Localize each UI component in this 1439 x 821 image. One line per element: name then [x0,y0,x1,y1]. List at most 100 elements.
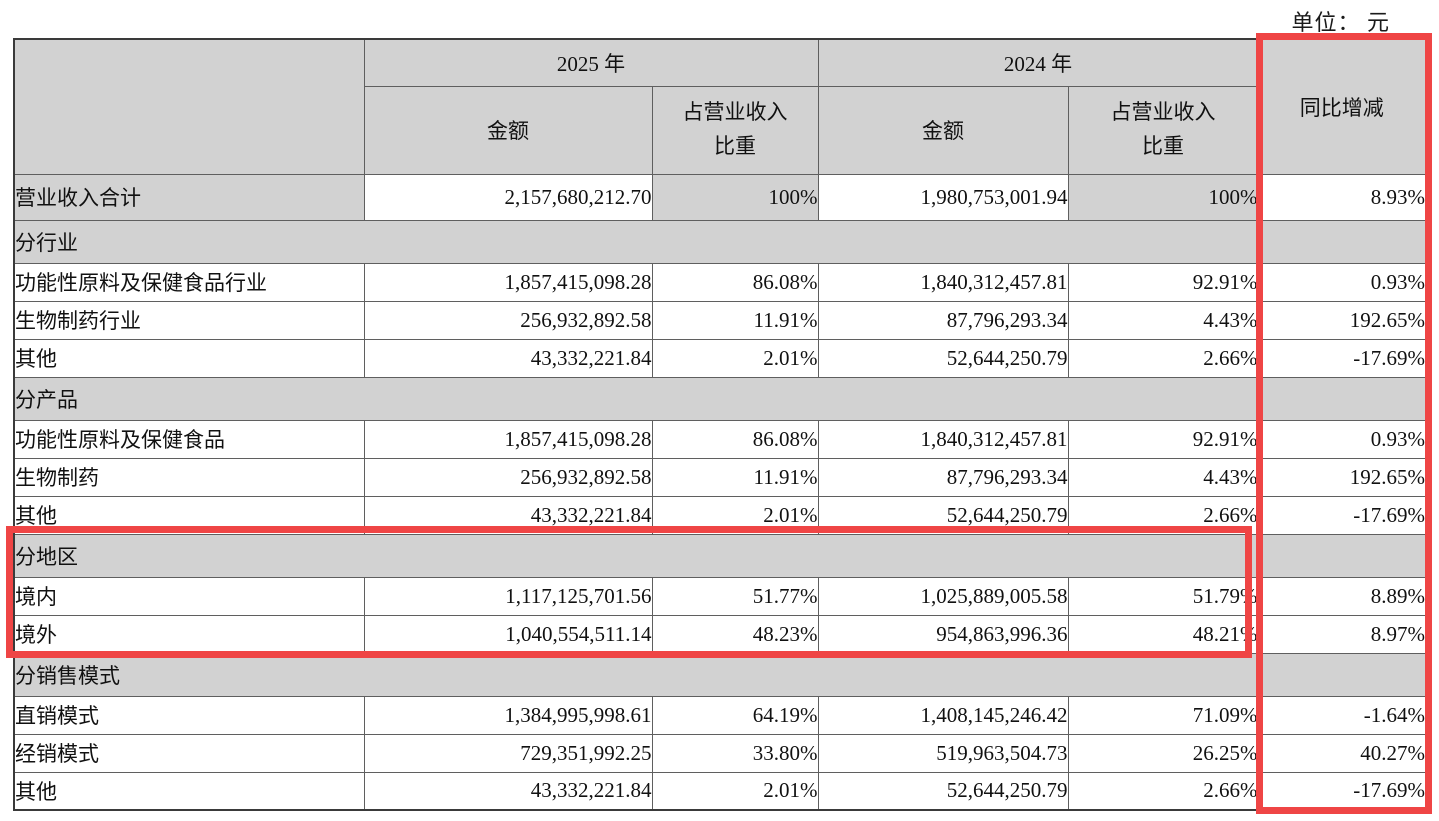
section-label: 分地区 [13,533,1427,578]
table-row: 经销模式 729,351,992.25 33.80% 519,963,504.7… [13,733,1427,773]
yoy-cell: -17.69% [1257,338,1427,378]
amount-2025-cell: 256,932,892.58 [363,300,653,340]
row-label: 境内 [13,576,365,616]
pct-2025-cell: 64.19% [651,695,819,735]
amount-2025-cell: 2,157,680,212.70 [363,173,653,221]
yoy-cell: 8.93% [1257,173,1427,221]
pct-2025-cell: 51.77% [651,576,819,616]
header-pct-2024: 占营业收入比重 [1067,85,1259,175]
table-row: 功能性原料及保健食品行业 1,857,415,098.28 86.08% 1,8… [13,262,1427,302]
amount-2025-cell: 1,117,125,701.56 [363,576,653,616]
pct-2025-cell: 86.08% [651,262,819,302]
pct-2024-cell: 48.21% [1067,614,1259,654]
table-row: 境内 1,117,125,701.56 51.77% 1,025,889,005… [13,576,1427,616]
section-label: 分行业 [13,219,1427,264]
yoy-cell: -17.69% [1257,771,1427,811]
amount-2024-cell: 1,408,145,246.42 [817,695,1069,735]
pct-2025-cell: 11.91% [651,300,819,340]
amount-2025-cell: 729,351,992.25 [363,733,653,773]
table-row: 其他 43,332,221.84 2.01% 52,644,250.79 2.6… [13,338,1427,378]
pct-2025-cell: 11.91% [651,457,819,497]
revenue-breakdown-table: 2025 年 2024 年 同比增减 金额 占营业收入比重 金额 占营业收入比重… [13,38,1427,811]
header-year-2025: 2025 年 [363,38,819,87]
yoy-cell: -17.69% [1257,495,1427,535]
pct-2024-cell: 71.09% [1067,695,1259,735]
amount-2025-cell: 43,332,221.84 [363,495,653,535]
pct-2024-cell: 92.91% [1067,419,1259,459]
pct-2025-cell: 86.08% [651,419,819,459]
yoy-cell: 192.65% [1257,457,1427,497]
amount-2025-cell: 1,040,554,511.14 [363,614,653,654]
table-row: 其他 43,332,221.84 2.01% 52,644,250.79 2.6… [13,771,1427,811]
amount-2025-cell: 1,384,995,998.61 [363,695,653,735]
pct-2025-cell: 2.01% [651,495,819,535]
header-amount-2025: 金额 [363,85,653,175]
amount-2025-cell: 256,932,892.58 [363,457,653,497]
header-sub-row: 金额 占营业收入比重 金额 占营业收入比重 [14,85,1426,175]
header-amount-2024: 金额 [817,85,1069,175]
yoy-cell: -1.64% [1257,695,1427,735]
pct-2025-cell: 100% [651,173,819,221]
header-pct-2025: 占营业收入比重 [651,85,819,175]
row-label: 功能性原料及保健食品行业 [13,262,365,302]
pct-2024-cell: 26.25% [1067,733,1259,773]
yoy-cell: 192.65% [1257,300,1427,340]
header-empty-cell [13,38,365,175]
amount-2024-cell: 52,644,250.79 [817,495,1069,535]
row-label: 生物制药行业 [13,300,365,340]
row-label: 其他 [13,771,365,811]
yoy-cell: 8.89% [1257,576,1427,616]
section-label: 分销售模式 [13,652,1427,697]
pct-2024-cell: 92.91% [1067,262,1259,302]
amount-2025-cell: 43,332,221.84 [363,771,653,811]
yoy-cell: 8.97% [1257,614,1427,654]
pct-2025-cell: 48.23% [651,614,819,654]
pct-2025-cell: 33.80% [651,733,819,773]
amount-2024-cell: 954,863,996.36 [817,614,1069,654]
table-row: 境外 1,040,554,511.14 48.23% 954,863,996.3… [13,614,1427,654]
table-row-total: 营业收入合计 2,157,680,212.70 100% 1,980,753,0… [13,173,1427,221]
row-label: 境外 [13,614,365,654]
unit-label: 单位： 元 [1291,10,1390,35]
amount-2024-cell: 52,644,250.79 [817,771,1069,811]
table-row: 功能性原料及保健食品 1,857,415,098.28 86.08% 1,840… [13,419,1427,459]
amount-2024-cell: 519,963,504.73 [817,733,1069,773]
section-row-sales-model: 分销售模式 [13,652,1427,697]
amount-2025-cell: 1,857,415,098.28 [363,419,653,459]
row-label: 功能性原料及保健食品 [13,419,365,459]
pct-2024-cell: 2.66% [1067,771,1259,811]
section-row-industry: 分行业 [13,219,1427,264]
row-label: 直销模式 [13,695,365,735]
yoy-cell: 40.27% [1257,733,1427,773]
amount-2025-cell: 1,857,415,098.28 [363,262,653,302]
section-label: 分产品 [13,376,1427,421]
row-label: 营业收入合计 [13,173,365,221]
revenue-table-wrap: 2025 年 2024 年 同比增减 金额 占营业收入比重 金额 占营业收入比重… [13,38,1427,811]
row-label: 其他 [13,338,365,378]
pct-2024-cell: 4.43% [1067,300,1259,340]
pct-2024-cell: 51.79% [1067,576,1259,616]
pct-2024-cell: 2.66% [1067,338,1259,378]
table-row: 生物制药行业 256,932,892.58 11.91% 87,796,293.… [13,300,1427,340]
header-yoy-change: 同比增减 [1257,38,1427,175]
amount-2024-cell: 1,025,889,005.58 [817,576,1069,616]
amount-2024-cell: 1,840,312,457.81 [817,419,1069,459]
yoy-cell: 0.93% [1257,419,1427,459]
header-pct-2024-text: 占营业收入比重 [1110,100,1216,158]
pct-2024-cell: 2.66% [1067,495,1259,535]
section-row-product: 分产品 [13,376,1427,421]
pct-2025-cell: 2.01% [651,771,819,811]
table-row: 生物制药 256,932,892.58 11.91% 87,796,293.34… [13,457,1427,497]
pct-2024-cell: 4.43% [1067,457,1259,497]
table-row: 其他 43,332,221.84 2.01% 52,644,250.79 2.6… [13,495,1427,535]
header-year-row: 2025 年 2024 年 同比增减 [13,38,1427,175]
amount-2024-cell: 1,840,312,457.81 [817,262,1069,302]
amount-2024-cell: 1,980,753,001.94 [817,173,1069,221]
header-pct-2025-text: 占营业收入比重 [682,100,788,158]
amount-2024-cell: 52,644,250.79 [817,338,1069,378]
pct-2025-cell: 2.01% [651,338,819,378]
row-label: 生物制药 [13,457,365,497]
section-row-region: 分地区 [13,533,1427,578]
yoy-cell: 0.93% [1257,262,1427,302]
table-row: 直销模式 1,384,995,998.61 64.19% 1,408,145,2… [13,695,1427,735]
